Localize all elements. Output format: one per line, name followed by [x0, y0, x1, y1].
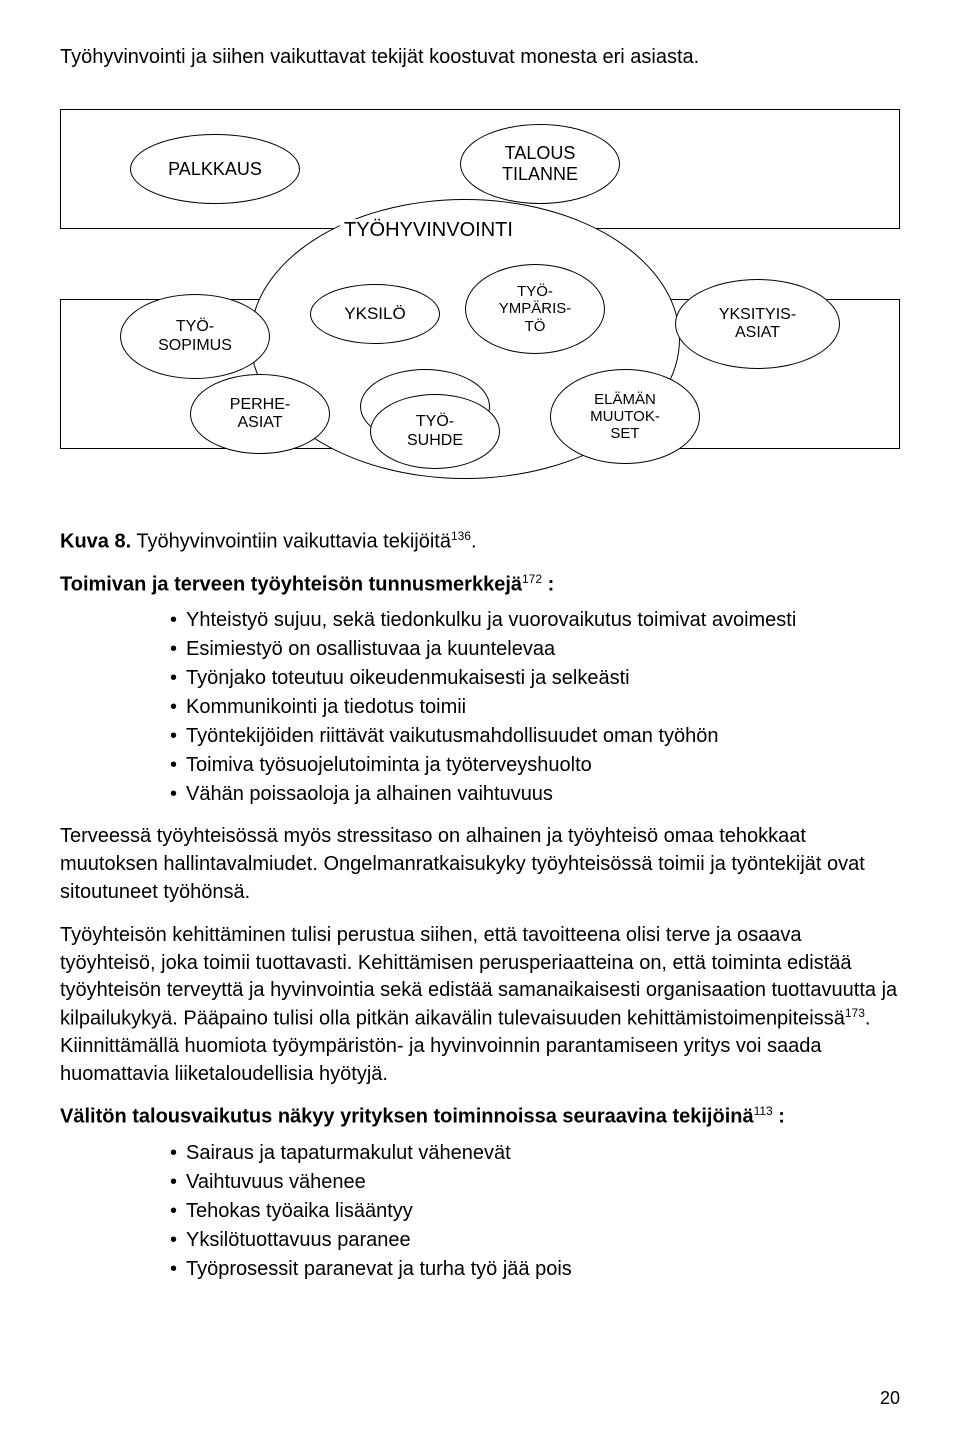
hallmarks-item: Yhteistyö sujuu, sekä tiedonkulku ja vuo…: [170, 606, 900, 635]
paragraph-development-ref: 173: [845, 1006, 865, 1020]
hallmarks-item: Työnjako toteutuu oikeudenmukaisesti ja …: [170, 664, 900, 693]
diagram-node-tyosopimus: TYÖ-SOPIMUS: [120, 294, 270, 379]
figure-caption-ref: 136: [451, 529, 471, 543]
hallmarks-item: Vähän poissaoloja ja alhainen vaihtuvuus: [170, 780, 900, 809]
subheading-hallmarks-text: Toimivan ja terveen työyhteisön tunnusme…: [60, 573, 522, 595]
hallmarks-item: Esimiestyö on osallistuvaa ja kuunteleva…: [170, 635, 900, 664]
subheading-hallmarks-ref: 172: [522, 572, 542, 586]
intro-paragraph: Työhyvinvointi ja siihen vaikuttavat tek…: [60, 44, 900, 71]
economic-item: Sairaus ja tapaturmakulut vähenevät: [170, 1139, 900, 1168]
diagram-node-tyoymparisto: TYÖ-YMPÄRIS-TÖ: [465, 264, 605, 354]
concept-diagram: TYÖHYVINVOINTI PALKKAUS TALOUSTILANNE TYÖ-S…: [60, 89, 900, 489]
economic-item: Työprosessit paranevat ja turha työ jää …: [170, 1255, 900, 1284]
hallmarks-item: Toimiva työsuojelutoiminta ja työterveys…: [170, 751, 900, 780]
subheading-economic-impact: Välitön talousvaikutus näkyy yrityksen t…: [60, 1104, 900, 1129]
hallmarks-item: Työntekijöiden riittävät vaikutusmahdoll…: [170, 722, 900, 751]
paragraph-development-a: Työyhteisön kehittäminen tulisi perustua…: [60, 924, 897, 1029]
paragraph-healthy-community: Terveessä työyhteisössä myös stressitaso…: [60, 823, 900, 906]
diagram-node-tyosuhde: TYÖ-SUHDE: [370, 394, 500, 469]
page-number: 20: [880, 1388, 900, 1409]
diagram-node-elaman: ELÄMÄNMUUTOK-SET: [550, 369, 700, 464]
subheading-hallmarks: Toimivan ja terveen työyhteisön tunnusme…: [60, 572, 900, 597]
economic-item: Yksilötuottavuus paranee: [170, 1226, 900, 1255]
diagram-node-palkkaus: PALKKAUS: [130, 134, 300, 204]
figure-caption: Kuva 8. Työhyvinvointiin vaikuttavia tek…: [60, 529, 900, 554]
diagram-node-yksilo: YKSILÖ: [310, 284, 440, 344]
diagram-node-talous: TALOUSTILANNE: [460, 124, 620, 204]
hallmarks-item: Kommunikointi ja tiedotus toimii: [170, 693, 900, 722]
subheading-economic-suffix: :: [773, 1106, 785, 1128]
subheading-economic-ref: 113: [754, 1104, 773, 1118]
figure-caption-suffix: .: [471, 531, 477, 553]
figure-number: Kuva 8.: [60, 531, 131, 553]
hallmarks-list: Yhteistyö sujuu, sekä tiedonkulku ja vuo…: [60, 606, 900, 809]
economic-impact-list: Sairaus ja tapaturmakulut vähenevätVaiht…: [60, 1139, 900, 1284]
diagram-heading: TYÖHYVINVOINTI: [340, 219, 517, 242]
economic-item: Tehokas työaika lisääntyy: [170, 1197, 900, 1226]
figure-caption-text: Työhyvinvointiin vaikuttavia tekijöitä: [131, 531, 451, 553]
document-page: Työhyvinvointi ja siihen vaikuttavat tek…: [0, 0, 960, 1433]
paragraph-development: Työyhteisön kehittäminen tulisi perustua…: [60, 922, 900, 1088]
economic-item: Vaihtuvuus vähenee: [170, 1168, 900, 1197]
subheading-hallmarks-suffix: :: [542, 573, 554, 595]
diagram-node-yksityisasiat: YKSITYIS-ASIAT: [675, 279, 840, 369]
diagram-node-perheasiat: PERHE-ASIAT: [190, 374, 330, 454]
subheading-economic-text: Välitön talousvaikutus näkyy yrityksen t…: [60, 1106, 754, 1128]
